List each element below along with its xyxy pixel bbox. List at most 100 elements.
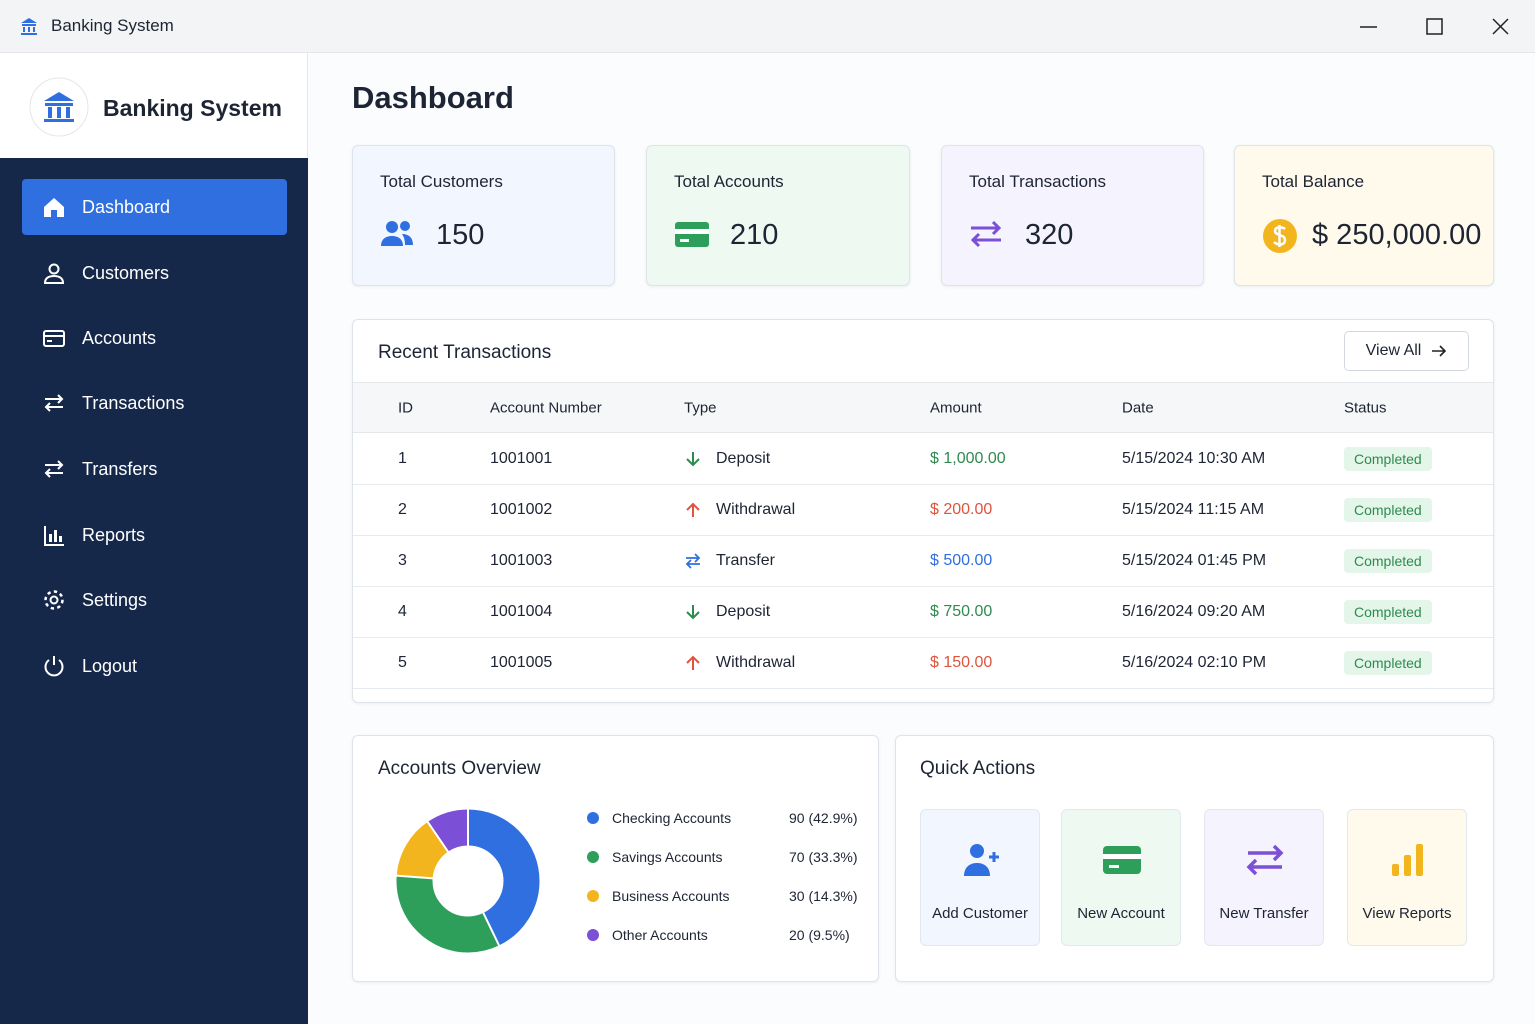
- quick-action-label[interactable]: New Account: [1077, 905, 1165, 922]
- nav-label[interactable]: Reports: [82, 524, 146, 545]
- segment-separator: [396, 874, 434, 880]
- table-cell: 5/16/2024 09:20 AM: [1122, 603, 1266, 620]
- nav-icon: [44, 198, 64, 217]
- table-cell: 5/15/2024 01:45 PM: [1122, 552, 1267, 569]
- table-cell: Deposit: [716, 603, 771, 620]
- nav-icon: [44, 590, 64, 610]
- row-divider: [353, 586, 1493, 587]
- view-all-button[interactable]: View All: [1344, 331, 1469, 371]
- segment-separator: [426, 820, 450, 853]
- nav-label[interactable]: Settings: [82, 589, 148, 610]
- legend-value: 90 (42.9%): [789, 810, 858, 826]
- nav-icon: [44, 656, 64, 677]
- nav-icon: [43, 263, 65, 284]
- quick-action-label[interactable]: Add Customer: [932, 905, 1028, 922]
- stat-value: 210: [730, 219, 779, 251]
- table-cell: Transfer: [716, 552, 775, 569]
- legend-swatch: [587, 890, 599, 902]
- nav-label[interactable]: Dashboard: [82, 196, 171, 217]
- table-cell: 5/16/2024 02:10 PM: [1122, 654, 1267, 671]
- nav-item[interactable]: Accounts: [22, 310, 287, 366]
- transactions-card: Recent Transactions View All ID Account N…: [352, 319, 1494, 703]
- nav-item[interactable]: Customers: [22, 245, 287, 301]
- column-header: Account Number: [490, 399, 602, 417]
- quick-action[interactable]: View Reports: [1347, 809, 1467, 946]
- table-cell: 1001001: [490, 450, 553, 467]
- quick-action-label[interactable]: View Reports: [1362, 905, 1452, 922]
- table-cell: 5/15/2024 11:15 AM: [1122, 501, 1265, 518]
- legend-swatch: [587, 929, 599, 941]
- stat-card: Total Transactions 320: [941, 145, 1204, 286]
- brand: Banking System: [0, 53, 308, 158]
- section-title: Recent Transactions: [378, 342, 552, 363]
- table-cell: $ 200.00: [930, 501, 993, 518]
- table-cell: 1: [398, 450, 407, 467]
- row-divider: [353, 688, 1493, 689]
- nav-label[interactable]: Logout: [82, 655, 138, 676]
- button-label[interactable]: View All: [1365, 342, 1422, 359]
- quick-action[interactable]: New Transfer: [1204, 809, 1324, 946]
- legend-swatch: [587, 851, 599, 863]
- table-cell: Withdrawal: [716, 654, 796, 671]
- column-header: Status: [1344, 399, 1387, 417]
- legend-value: 20 (9.5%): [789, 927, 850, 943]
- table-cell: 5/15/2024 10:30 AM: [1122, 450, 1266, 467]
- table-cell: 1001005: [490, 654, 553, 671]
- type-icon: [686, 502, 700, 517]
- stat-label: Total Customers: [380, 172, 503, 191]
- donut-segment: [396, 809, 540, 953]
- nav-label[interactable]: Accounts: [82, 327, 157, 348]
- stat-label: Total Transactions: [969, 172, 1107, 191]
- table-cell: 4: [398, 603, 407, 620]
- quick-action[interactable]: New Account: [1061, 809, 1181, 946]
- table-cell: $ 1,000.00: [930, 450, 1006, 467]
- table-cell: 3: [398, 552, 407, 569]
- nav-item[interactable]: Logout: [22, 638, 287, 694]
- brand-logo: [29, 77, 89, 137]
- stat-value: 320: [1025, 219, 1074, 251]
- donut-chart: [396, 809, 540, 953]
- column-header: ID: [398, 399, 413, 417]
- nav-label[interactable]: Customers: [82, 262, 170, 283]
- status-badge: Completed: [1344, 651, 1432, 675]
- nav-icon: [43, 330, 65, 347]
- window-title: Banking System: [51, 16, 174, 35]
- table-cell: 1001003: [490, 552, 553, 569]
- type-icon: [686, 452, 700, 467]
- nav-item[interactable]: Transfers: [22, 441, 287, 497]
- nav-icon: [44, 460, 64, 478]
- legend-value: 30 (14.3%): [789, 888, 858, 904]
- legend-label: Checking Accounts: [612, 810, 732, 826]
- type-icon: [686, 605, 700, 620]
- column-header: Amount: [930, 399, 982, 417]
- nav-item[interactable]: Settings: [22, 572, 287, 628]
- table-cell: Withdrawal: [716, 501, 796, 518]
- stat-value: $ 250,000.00: [1312, 219, 1482, 251]
- legend-value: 70 (33.3%): [789, 849, 858, 865]
- nav-item[interactable]: Reports: [22, 507, 287, 563]
- page-title: Dashboard: [352, 80, 514, 115]
- nav-item[interactable]: Transactions: [22, 375, 287, 431]
- type-icon: [685, 553, 701, 569]
- table-header: [353, 382, 1493, 433]
- app-icon: [21, 18, 37, 35]
- stat-card: Total Accounts 210: [646, 145, 910, 286]
- quick-action-label[interactable]: New Transfer: [1219, 905, 1309, 922]
- stat-label: Total Balance: [1262, 172, 1365, 191]
- legend-swatch: [587, 812, 599, 824]
- table-cell: $ 500.00: [930, 552, 993, 569]
- nav-label[interactable]: Transactions: [82, 392, 185, 413]
- window-controls[interactable]: [1355, 15, 1515, 39]
- status-badge: Completed: [1344, 498, 1432, 522]
- brand-name: Banking System: [103, 95, 282, 121]
- table-cell: 5: [398, 654, 407, 671]
- legend-label: Business Accounts: [612, 888, 730, 904]
- stat-card: Total Balance $ 250,000.00: [1234, 145, 1494, 286]
- quick-action-icon: [964, 844, 999, 876]
- table-cell: $ 150.00: [930, 654, 993, 671]
- quick-action[interactable]: Add Customer: [920, 809, 1040, 946]
- nav-item[interactable]: Dashboard: [22, 179, 287, 235]
- row-divider: [353, 484, 1493, 485]
- nav-label[interactable]: Transfers: [82, 458, 158, 479]
